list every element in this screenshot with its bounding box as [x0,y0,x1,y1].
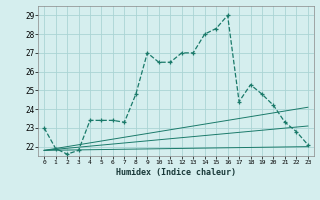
X-axis label: Humidex (Indice chaleur): Humidex (Indice chaleur) [116,168,236,177]
